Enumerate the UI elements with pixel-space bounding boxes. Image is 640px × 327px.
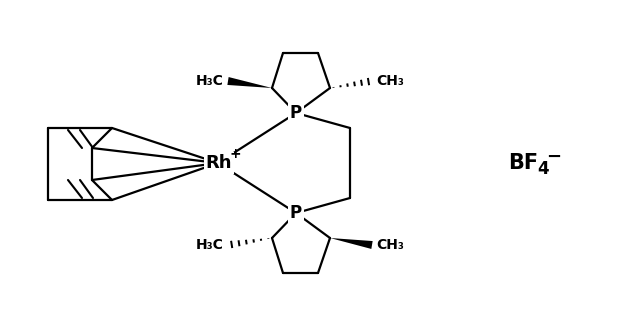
Text: Rh: Rh — [205, 154, 232, 172]
Text: BF: BF — [508, 153, 538, 173]
Text: −: − — [546, 148, 561, 166]
Polygon shape — [330, 238, 372, 249]
Text: CH₃: CH₃ — [376, 238, 404, 252]
Text: P: P — [290, 104, 302, 122]
Text: 4: 4 — [537, 160, 548, 178]
Text: H₃C: H₃C — [196, 74, 224, 88]
Text: +: + — [229, 147, 241, 161]
Text: P: P — [290, 204, 302, 222]
Text: H₃C: H₃C — [196, 238, 224, 252]
Text: CH₃: CH₃ — [376, 74, 404, 88]
Polygon shape — [227, 77, 272, 88]
